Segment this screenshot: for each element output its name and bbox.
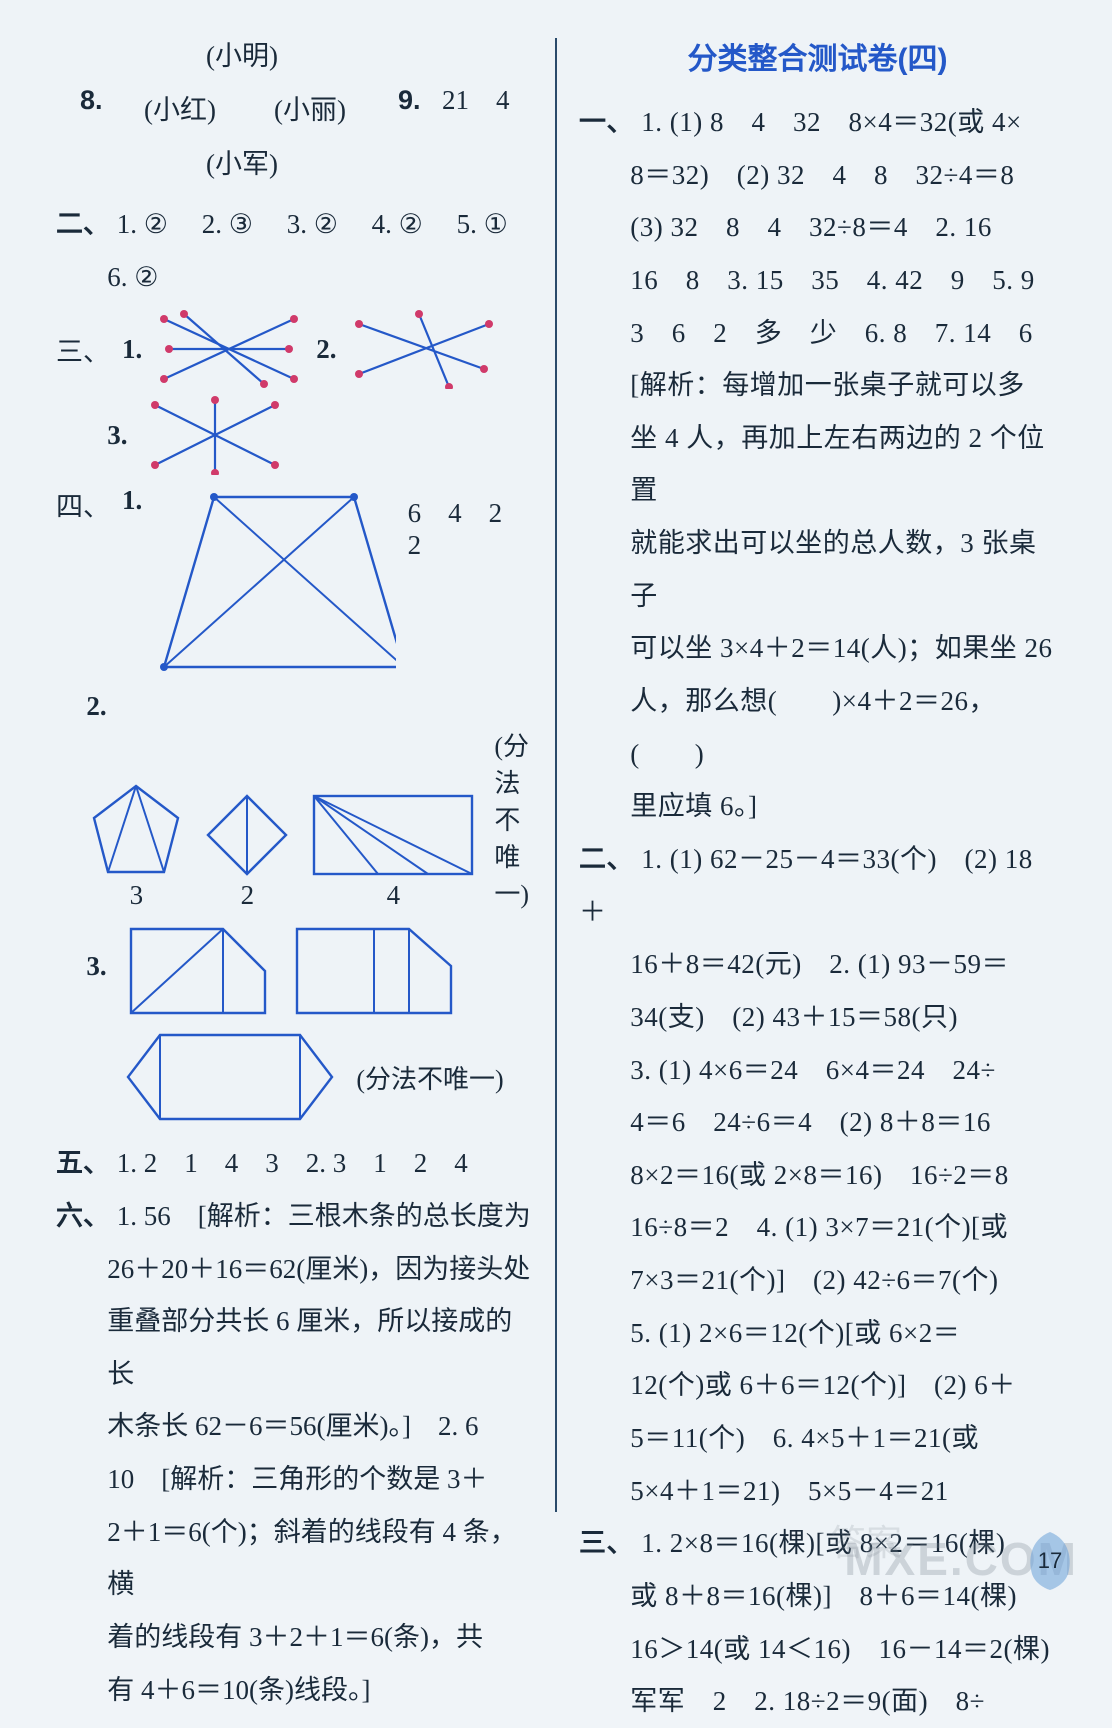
s3-l2: 2. bbox=[316, 334, 336, 365]
s4q2-note: (分法不唯一) bbox=[494, 726, 533, 911]
rect-fan-figure bbox=[308, 790, 478, 880]
r-sec3-t0: 1. 2×8＝16(棵)[或 8×2＝16(棵) bbox=[641, 1528, 1005, 1558]
left-column: 8. (小明) (小红) (小丽) (小军) 9. 21 4 二、 1. ② 2… bbox=[34, 28, 555, 1572]
name-right: (小丽) bbox=[274, 84, 346, 137]
r-sec2-l9: 12(个)或 6＋6＝12(个)] (2) 6＋ bbox=[579, 1359, 1056, 1412]
sec4-q2: 2. 3 2 bbox=[56, 691, 533, 911]
s4-l3: 3. bbox=[86, 951, 106, 982]
pentagon-figure bbox=[86, 780, 186, 880]
s4q2-n1: 3 bbox=[86, 880, 186, 911]
r-sec1-l6: 坐 4 人，再加上左右两边的 2 个位置 bbox=[579, 412, 1056, 517]
r-sec1-l9: 人，那么想( )×4＋2＝26，( ) bbox=[579, 675, 1056, 780]
right-title: 分类整合测试卷(四) bbox=[579, 34, 1056, 78]
q9-ans: 21 4 bbox=[442, 74, 510, 127]
s3-l1: 1. bbox=[122, 334, 142, 365]
r-sec2-hd: 二、 bbox=[579, 844, 634, 874]
r-sec2-t0: 1. (1) 62－25－4＝33(个) (2) 18＋ bbox=[579, 844, 1033, 927]
hex-figure bbox=[120, 1027, 340, 1127]
r-sec1-l0: 一、 1. (1) 8 4 32 8×4＝32(或 4× bbox=[579, 96, 1056, 149]
sec6-l0: 六、 1. 56 [解析：三根木条的总长度为 bbox=[56, 1190, 533, 1243]
sec6-l4: 10 [解析：三角形的个数是 3＋ bbox=[56, 1453, 533, 1506]
sec5-hd: 五、 bbox=[56, 1148, 110, 1178]
poly-b-figure bbox=[289, 921, 459, 1021]
r-sec3-hd: 三、 bbox=[579, 1528, 634, 1558]
sec4-hd: 四、 bbox=[56, 485, 110, 524]
r-sec2-l4: 4＝6 24÷6＝4 (2) 8＋8＝16 bbox=[579, 1096, 1056, 1149]
r-sec2-l7: 7×3＝21(个)] (2) 42÷6＝7(个) bbox=[579, 1254, 1056, 1307]
s3-l3: 3. bbox=[107, 420, 127, 451]
page: 8. (小明) (小红) (小丽) (小军) 9. 21 4 二、 1. ② 2… bbox=[0, 0, 1112, 1600]
trapezoid-figure bbox=[154, 487, 395, 677]
sec3-hd: 三、 bbox=[56, 330, 110, 369]
sec6-l2: 重叠部分共长 6 厘米，所以接成的长 bbox=[56, 1295, 533, 1400]
sec6-l3: 木条长 62－6＝56(厘米)。] 2. 6 bbox=[56, 1400, 533, 1453]
r-sec2-l10: 5＝11(个) 6. 4×5＋1＝21(或 bbox=[579, 1412, 1056, 1465]
r-sec2-l3: 3. (1) 4×6＝24 6×4＝24 24÷ bbox=[579, 1044, 1056, 1097]
sec2-line1: 二、 1. ② 2. ③ 3. ② 4. ② 5. ① bbox=[56, 198, 533, 251]
s2i2: 2. ③ bbox=[202, 209, 253, 239]
sec6-l5: 2＋1＝6(个)；斜着的线段有 4 条，横 bbox=[56, 1506, 533, 1611]
poly-a-figure bbox=[123, 921, 273, 1021]
r-sec3-l0: 三、 1. 2×8＝16(棵)[或 8×2＝16(棵) bbox=[579, 1517, 1056, 1570]
r-sec2-l8: 5. (1) 2×6＝12(个)[或 6×2＝ bbox=[579, 1307, 1056, 1360]
r-sec1-t0: 1. (1) 8 4 32 8×4＝32(或 4× bbox=[641, 107, 1021, 137]
r-sec2-l5: 8×2＝16(或 2×8＝16) 16÷2＝8 bbox=[579, 1149, 1056, 1202]
s4q2-n2: 2 bbox=[202, 880, 292, 911]
r-sec1-l5: [解析：每增加一张桌子就可以多 bbox=[579, 359, 1056, 412]
s4q3-note: (分法不唯一) bbox=[356, 1059, 503, 1096]
name-top: (小明) bbox=[206, 30, 278, 83]
sec6-l7: 有 4＋6＝10(条)线段。] bbox=[56, 1664, 533, 1717]
q8-block: 8. (小明) (小红) (小丽) (小军) 9. 21 4 bbox=[56, 28, 533, 198]
sec2-line2: 6. ② bbox=[56, 251, 533, 304]
sec3-row1: 三、 1. 2. bbox=[56, 309, 533, 389]
sec6-l6: 着的线段有 3＋2＋1＝6(条)，共 bbox=[56, 1611, 533, 1664]
page-number-text: 17 bbox=[1038, 1548, 1062, 1573]
s4-l2: 2. bbox=[86, 691, 106, 721]
sec2-hd: 二、 bbox=[56, 209, 110, 239]
sec6-t0: 1. 56 [解析：三根木条的总长度为 bbox=[117, 1201, 531, 1231]
page-number-badge: 17 bbox=[1018, 1528, 1082, 1592]
name-left: (小红) bbox=[144, 84, 216, 137]
sec6-hd: 六、 bbox=[56, 1201, 110, 1231]
sec5-line: 五、 1. 2 1 4 3 2. 3 1 2 4 bbox=[56, 1137, 533, 1190]
sec4-q3: 3. (分法不唯一) bbox=[56, 921, 533, 1127]
sec5-text: 1. 2 1 4 3 2. 3 1 2 4 bbox=[117, 1148, 468, 1178]
s2i5: 5. ① bbox=[457, 209, 508, 239]
s4-q1-nums: 6 4 2 2 bbox=[408, 491, 533, 561]
r-sec1-l7: 就能求出可以坐的总人数，3 张桌子 bbox=[579, 517, 1056, 622]
r-sec2-l0: 二、 1. (1) 62－25－4＝33(个) (2) 18＋ bbox=[579, 833, 1056, 938]
r-sec1-l4: 3 6 2 多 少 6. 8 7. 14 6 bbox=[579, 307, 1056, 360]
star-fig-1 bbox=[154, 309, 304, 389]
s2i1: 1. ② bbox=[117, 209, 168, 239]
r-sec1-l3: 16 8 3. 15 35 4. 42 9 5. 9 bbox=[579, 254, 1056, 307]
r-sec2-l1: 16＋8＝42(元) 2. (1) 93－59＝ bbox=[579, 938, 1056, 991]
sec3-row2: 3. bbox=[56, 395, 533, 475]
r-sec1-l2: (3) 32 8 4 32÷8＝4 2. 16 bbox=[579, 201, 1056, 254]
r-sec3-l1: 或 8＋8＝16(棵)] 8＋6＝14(棵) bbox=[579, 1570, 1056, 1623]
s2i4: 4. ② bbox=[372, 209, 423, 239]
r-sec1-l10: 里应填 6。] bbox=[579, 780, 1056, 833]
r-sec1-l1: 8＝32) (2) 32 4 8 32÷4＝8 bbox=[579, 149, 1056, 202]
r-sec1-l8: 可以坐 3×4＋2＝14(人)；如果坐 26 bbox=[579, 622, 1056, 675]
star-fig-2 bbox=[349, 309, 499, 389]
r-sec2-l2: 34(支) (2) 43＋15＝58(只) bbox=[579, 991, 1056, 1044]
sec4-row1: 四、 1. 6 4 2 2 bbox=[56, 485, 533, 683]
sec6-l1: 26＋20＋16＝62(厘米)，因为接头处 bbox=[56, 1243, 533, 1296]
r-sec3-l3: 军军 2 2. 18÷2＝9(面) 8÷ bbox=[579, 1675, 1056, 1728]
r-sec3-l2: 16＞14(或 14＜16) 16－14＝2(棵) bbox=[579, 1623, 1056, 1676]
square-split-figure bbox=[202, 790, 292, 880]
s4q2-n3: 4 bbox=[308, 880, 478, 911]
star-fig-3 bbox=[140, 395, 290, 475]
s2i6: 6. ② bbox=[107, 262, 158, 292]
name-bottom: (小军) bbox=[206, 138, 278, 191]
q9-label: 9. bbox=[398, 74, 421, 127]
r-sec1-hd: 一、 bbox=[579, 107, 634, 137]
q8-label: 8. bbox=[80, 74, 103, 127]
s2i3: 3. ② bbox=[287, 209, 338, 239]
r-sec2-l11: 5×4＋1＝21) 5×5－4＝21 bbox=[579, 1465, 1056, 1518]
r-sec2-l6: 16÷8＝2 4. (1) 3×7＝21(个)[或 bbox=[579, 1201, 1056, 1254]
right-column: 分类整合测试卷(四) 一、 1. (1) 8 4 32 8×4＝32(或 4× … bbox=[557, 28, 1078, 1572]
s4-l1: 1. bbox=[122, 485, 142, 516]
